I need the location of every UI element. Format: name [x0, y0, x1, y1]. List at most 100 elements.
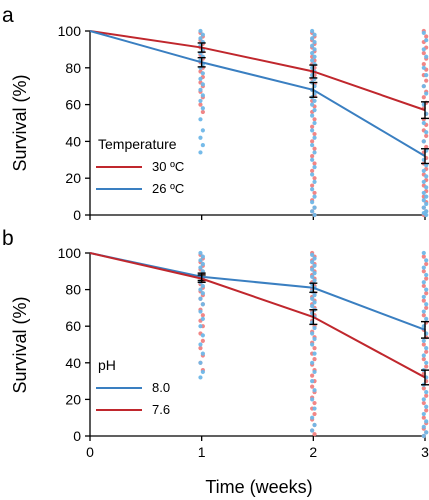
scatter-point: [200, 313, 205, 318]
scatter-point: [424, 349, 429, 354]
scatter-point: [424, 54, 429, 59]
scatter-point: [421, 254, 426, 259]
scatter-point: [310, 373, 315, 378]
scatter-point: [421, 433, 426, 439]
scatter-point: [200, 93, 205, 98]
scatter-point: [421, 120, 426, 126]
scatter-point: [312, 146, 317, 151]
legend-title: Temperature: [98, 136, 177, 152]
scatter-point: [310, 128, 315, 133]
scatter-point: [421, 190, 426, 196]
scatter-point: [421, 309, 426, 314]
scatter-point: [424, 34, 429, 39]
scatter-point: [200, 71, 205, 76]
scatter-point: [424, 408, 429, 413]
scatter-point: [312, 176, 317, 181]
x-tick-label: 3: [421, 444, 429, 460]
scatter-point: [312, 135, 317, 140]
scatter-point: [421, 47, 426, 52]
scatter-point: [312, 39, 317, 45]
scatter-point: [421, 338, 426, 343]
legend-label: 7.6: [152, 402, 170, 417]
scatter-point: [310, 154, 315, 159]
scatter-point: [312, 98, 317, 104]
panel-b-plot-area: 0 20 40 60 80 100 0 1 2 3 pH 8.0 7.6: [58, 245, 429, 460]
scatter-point: [310, 58, 315, 63]
scatter-point: [421, 250, 426, 256]
scatter-point: [310, 331, 315, 336]
scatter-point: [310, 267, 315, 272]
scatter-point: [310, 50, 315, 56]
y-tick-label: 60: [65, 97, 81, 113]
scatter-point: [312, 212, 317, 218]
panel-b-label: b: [2, 227, 14, 250]
scatter-point: [198, 258, 203, 263]
scatter-point: [310, 124, 315, 129]
scatter-point: [312, 278, 317, 283]
scatter-point: [421, 62, 426, 67]
scatter-point: [310, 252, 315, 257]
scatter-point: [310, 260, 315, 265]
panel-a-plot-area: 0 20 40 60 80 100 Temperature 30 ºC 26 ºC: [58, 23, 429, 223]
scatter-point: [198, 76, 203, 81]
scatter-point: [198, 135, 203, 140]
scatter-point: [421, 353, 426, 358]
scatter-point: [421, 65, 426, 70]
scatter-point: [198, 265, 203, 270]
scatter-point: [312, 32, 317, 37]
scatter-point: [421, 397, 426, 402]
scatter-point: [421, 313, 426, 318]
scatter-point: [421, 400, 426, 406]
panel-a-label: a: [2, 4, 14, 27]
y-tick-label: 20: [65, 391, 81, 407]
scatter-point: [310, 139, 315, 144]
scatter-point: [424, 144, 429, 150]
scatter-point: [421, 179, 426, 184]
scatter-point: [200, 302, 205, 307]
scatter-point: [200, 351, 205, 356]
scatter-point: [310, 384, 315, 389]
scatter-point: [198, 296, 203, 301]
series-line: [89, 30, 426, 157]
legend-label: 8.0: [152, 380, 170, 395]
scatter-point: [200, 261, 205, 267]
scatter-point: [198, 250, 203, 256]
scatter-point: [312, 131, 317, 137]
scatter-point: [310, 142, 315, 148]
y-tick-label: 0: [73, 428, 81, 444]
scatter-point: [421, 139, 426, 144]
scatter-point: [312, 179, 317, 184]
scatter-point: [312, 54, 317, 59]
scatter-point: [312, 325, 317, 331]
scatter-point: [310, 28, 315, 34]
scatter-point: [424, 38, 429, 43]
scatter-point: [424, 346, 429, 351]
scatter-point: [424, 272, 429, 278]
scatter-point: [200, 283, 205, 289]
scatter-point: [424, 404, 429, 409]
scatter-point: [312, 300, 317, 305]
scatter-point: [421, 415, 426, 420]
scatter-point: [421, 280, 426, 285]
scatter-point: [200, 333, 205, 338]
series-line: [89, 30, 426, 112]
scatter-point: [424, 261, 429, 267]
scatter-point: [198, 346, 203, 351]
scatter-point: [421, 411, 426, 417]
scatter-point: [198, 36, 203, 41]
scatter-point: [310, 36, 315, 41]
scatter-point: [424, 389, 429, 395]
scatter-point: [200, 109, 205, 115]
scatter-point: [424, 305, 429, 310]
scatter-point: [310, 183, 315, 188]
scatter-point: [312, 205, 317, 210]
panel-a: a Survival (%) 0 20 40 60 80 100 Temperature 30…: [2, 4, 429, 223]
scatter-point: [198, 360, 203, 365]
y-tick-label: 60: [65, 318, 81, 334]
scatter-point: [312, 346, 317, 351]
scatter-point: [424, 276, 429, 281]
scatter-point: [198, 287, 203, 292]
scatter-point: [198, 98, 203, 104]
scatter-point: [424, 316, 429, 321]
